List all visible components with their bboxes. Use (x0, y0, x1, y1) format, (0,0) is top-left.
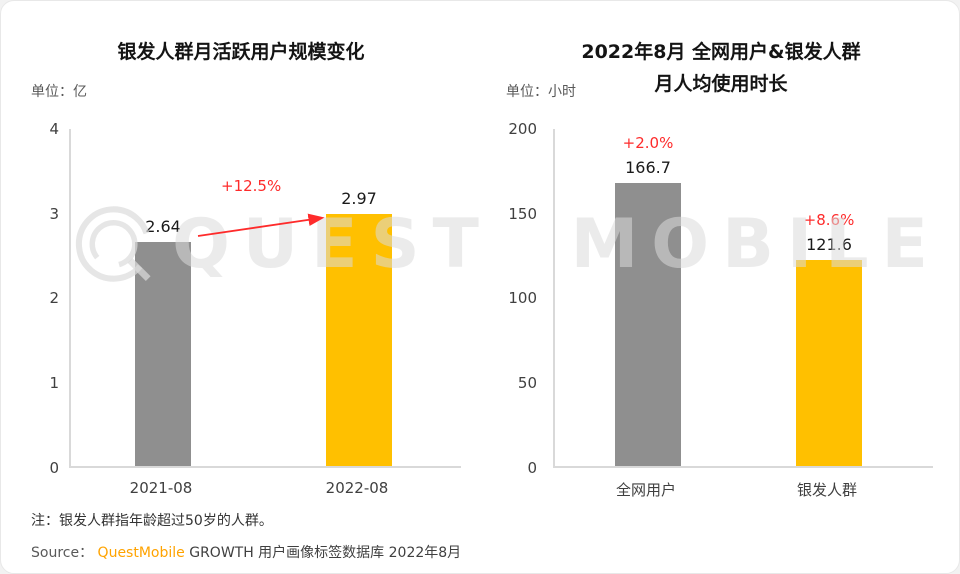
x-category-label: 全网用户 (615, 481, 676, 499)
bar-2021-08: 2.64 (135, 217, 191, 466)
bar-silver-users: 121.6 +8.6% (796, 211, 862, 466)
y-axis-right: 200 150 100 50 0 (507, 122, 543, 476)
footnote: 注：银发人群指年龄超过50岁的人群。 (31, 513, 273, 529)
growth-label: +2.0% (622, 134, 674, 153)
y-tick-label: 200 (508, 120, 537, 138)
chart-title-left: 银发人群月活跃用户规模变化 (117, 41, 365, 63)
bar-value-label: 2.97 (341, 189, 377, 209)
bar-2022-08: 2.97 (326, 189, 392, 466)
y-tick-label: 2 (49, 289, 59, 307)
unit-label-right: 单位：小时 (506, 84, 576, 100)
y-tick-label: 1 (49, 374, 59, 392)
y-tick-label: 0 (527, 459, 537, 477)
source-rest: GROWTH 用户画像标签数据库 2022年8月 (189, 545, 462, 561)
bar-all-users: 166.7 +2.0% (615, 134, 681, 466)
plot-area-right: 166.7 +2.0% 121.6 +8.6% (553, 129, 933, 468)
bar-value-label: 121.6 (806, 234, 852, 254)
y-tick-label: 4 (49, 120, 59, 138)
y-tick-label: 50 (517, 374, 537, 392)
bar-value-label: 166.7 (625, 158, 671, 178)
growth-label: +8.6% (803, 210, 855, 229)
y-tick-label: 3 (49, 205, 59, 223)
source-line: Source： QuestMobile GROWTH 用户画像标签数据库 202… (31, 542, 461, 562)
x-category-label: 2021-08 (129, 479, 193, 497)
y-tick-label: 150 (508, 205, 537, 223)
plot-area-left: 2.64 2.97 +12.5% (69, 129, 461, 468)
y-axis-left: 4 3 2 1 0 (29, 122, 65, 476)
x-category-label: 银发人群 (796, 481, 857, 499)
unit-label-left: 单位：亿 (31, 84, 87, 100)
y-tick-label: 0 (49, 459, 59, 477)
y-tick-label: 100 (508, 289, 537, 307)
bar-value-label: 2.64 (145, 217, 181, 237)
source-label: Source： (31, 545, 94, 561)
chart-title-right-line1: 2022年8月 全网用户&银发人群 (581, 41, 861, 63)
x-category-label: 2022-08 (325, 479, 389, 497)
chart-title-right-line2: 月人均使用时长 (654, 73, 788, 95)
source-brand: QuestMobile (97, 545, 185, 561)
growth-label-left: +12.5% (221, 177, 282, 195)
